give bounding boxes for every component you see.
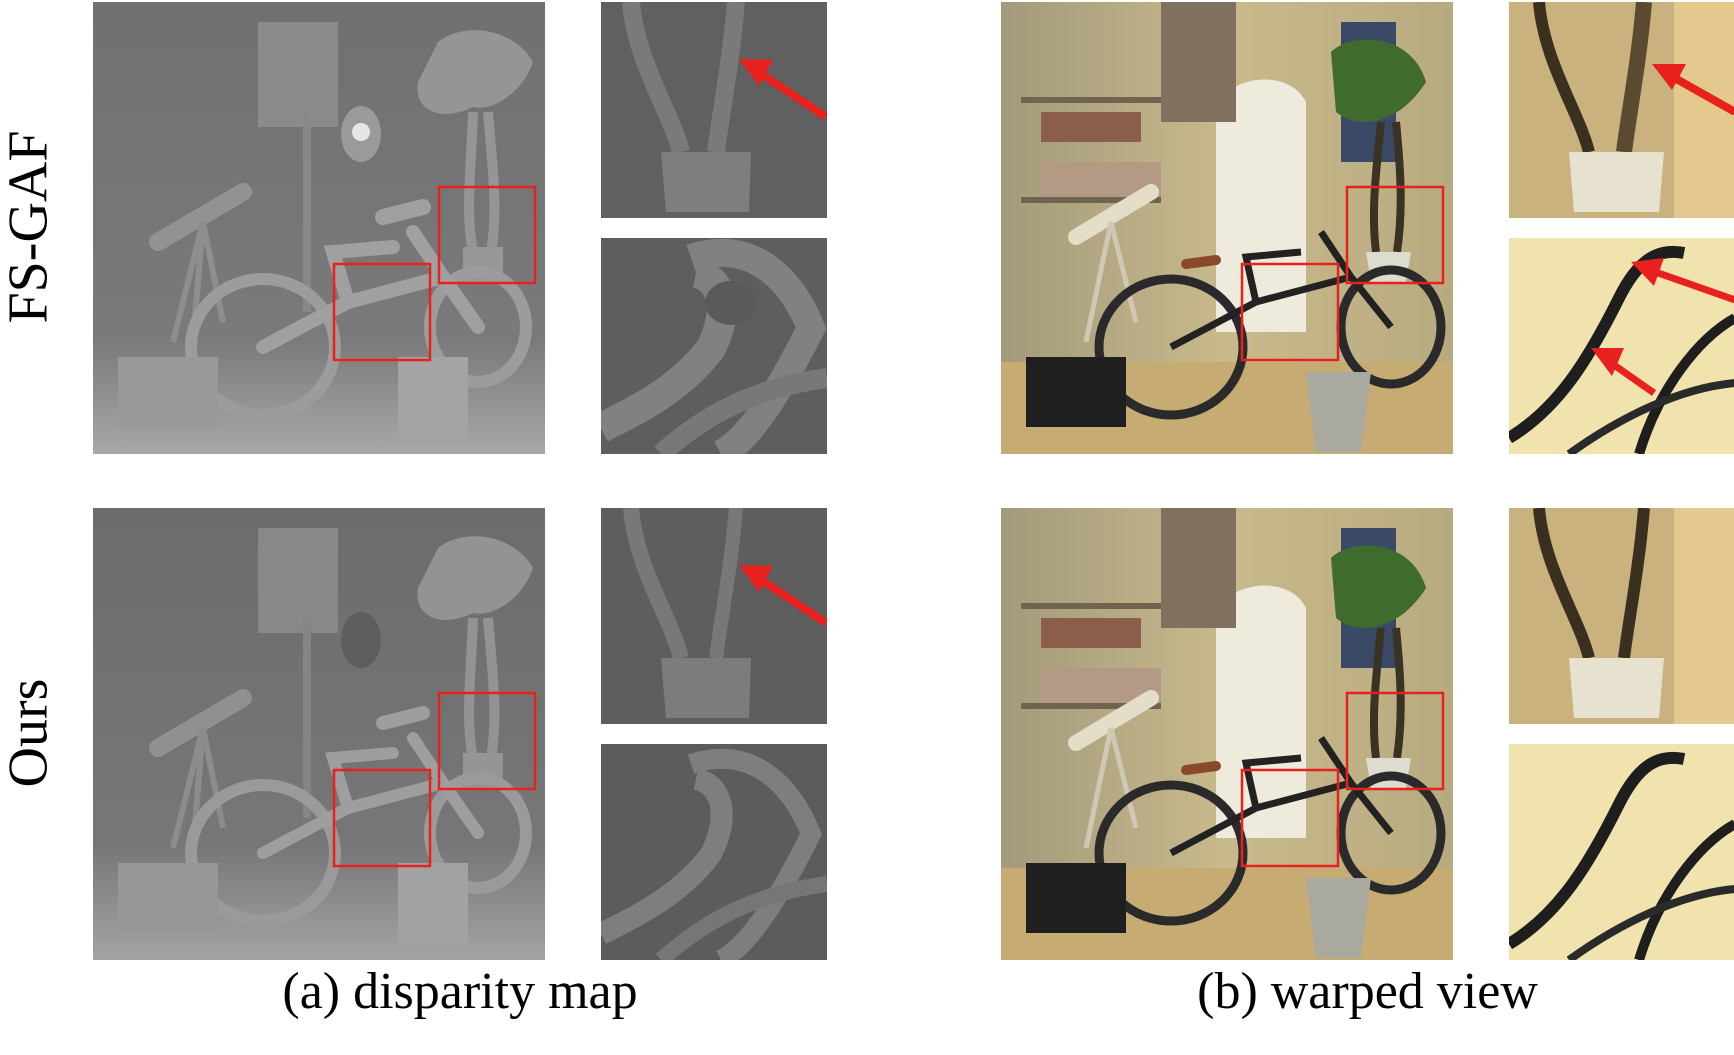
row-label-fs-gaf-text: FS-GAF [0, 130, 59, 324]
ours-warped-crop-plant [1509, 508, 1734, 724]
fsgaf-disparity-crop-plant [601, 2, 827, 218]
ours-warped-highlight-bike [1240, 768, 1340, 868]
fsgaf-warped-crop-bike [1509, 238, 1734, 454]
ours-warped-view [1001, 508, 1453, 960]
fsgaf-disparity-highlight-plant [437, 185, 537, 285]
ours-disparity-highlight-bike [332, 768, 432, 868]
fsgaf-disparity-arrow-head [739, 59, 773, 86]
fsgaf-warped-highlight-bike [1240, 262, 1340, 362]
ours-disparity-map [93, 508, 545, 960]
row-label-ours-text: Ours [0, 678, 60, 788]
fsgaf-warped-crop-plant [1509, 2, 1734, 218]
fsgaf-warped-view [1001, 2, 1453, 454]
fsgaf-warped-arrow-upper-shaft [1642, 264, 1734, 304]
fsgaf-disparity-crop-bike [601, 238, 827, 454]
fsgaf-warped-highlight-plant [1345, 185, 1445, 285]
caption-warped-view: (b) warped view [1197, 963, 1538, 1020]
row-label-ours: Ours [0, 508, 59, 958]
ours-disparity-crop-plant [601, 508, 827, 724]
ours-warped-crop-bike [1509, 744, 1734, 960]
fsgaf-disparity-highlight-bike [332, 262, 432, 362]
ours-warped-highlight-plant [1345, 691, 1445, 791]
caption-disparity-map: (a) disparity map [282, 963, 638, 1020]
fsgaf-disparity-map [93, 2, 545, 454]
fsgaf-warped-arrow-head [1652, 64, 1686, 90]
ours-disparity-arrow-head [739, 565, 773, 592]
ours-disparity-highlight-plant [437, 691, 537, 791]
row-label-fs-gaf: FS-GAF [0, 2, 59, 452]
ours-disparity-crop-bike [601, 744, 827, 960]
fsgaf-warped-arrow-upper-head [1631, 258, 1664, 286]
fsgaf-warped-arrow-lower-head [1591, 348, 1624, 376]
